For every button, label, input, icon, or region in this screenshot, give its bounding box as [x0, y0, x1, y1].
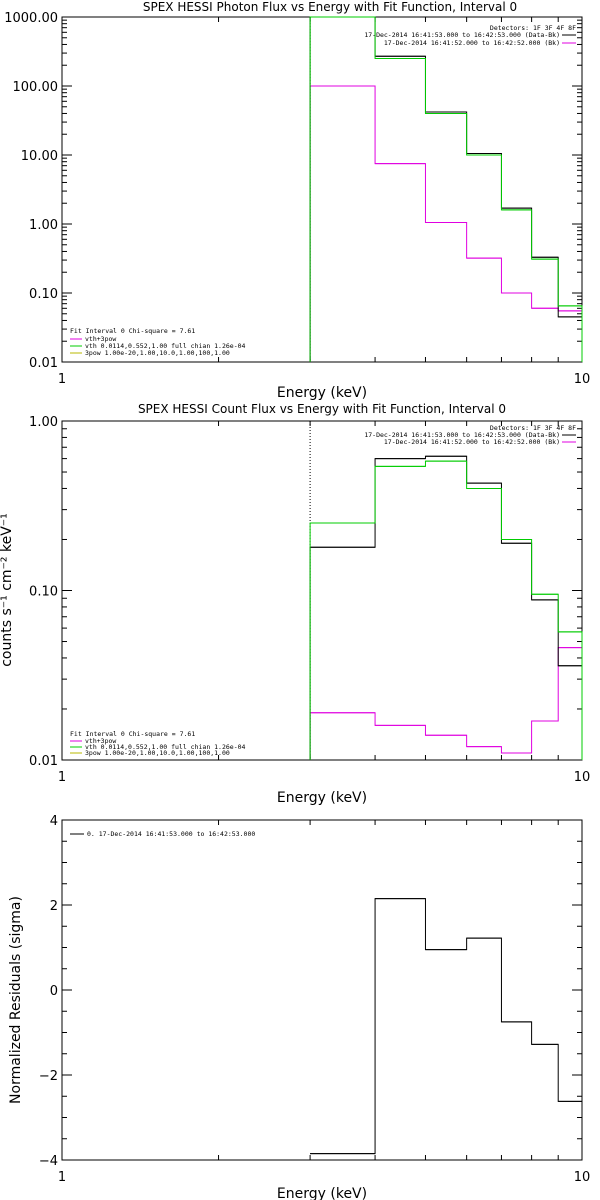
- count-flux-panel: SPEX HESSI Count Flux vs Energy with Fit…: [0, 402, 590, 806]
- residuals-ylabel: Normalized Residuals (sigma): [8, 896, 24, 1104]
- photon-flux-fit-total: vth+3pow: [85, 335, 116, 343]
- residuals-plot-frame: [61, 819, 583, 1161]
- photon-flux-xtick-10: 10: [574, 372, 591, 387]
- residuals-xtick-1: 1: [58, 1170, 66, 1185]
- photon-flux-series-17-dec-2014-16-41-52-000-to-16-42-52-000-bk: [309, 85, 583, 362]
- photon-flux-panel: SPEX HESSI Photon Flux vs Energy with Fi…: [4, 0, 590, 401]
- count-flux-series-17-dec-2014-16-41-53-000-to-16-42-53-000-data-bk: [309, 455, 583, 760]
- residuals-xtick-10: 10: [574, 1170, 591, 1185]
- photon-flux-series-vth-3pow: [309, 16, 583, 362]
- photon-flux-ytick-label: 10.00: [21, 149, 58, 164]
- photon-flux-fit-vth: vth 0.0114,0.552,1.00 full chian 1.26e-0…: [85, 342, 246, 350]
- residuals-ytick-label: −2: [39, 1069, 58, 1084]
- photon-flux-ytick-label: 1.00: [29, 218, 58, 233]
- count-flux-series-vth-3pow: [309, 460, 583, 760]
- photon-flux-series: [309, 16, 583, 362]
- photon-flux-fit-interval: Fit Interval 0 Chi-square = 7.61: [70, 327, 195, 335]
- count-flux-ytick-label: 0.10: [29, 585, 58, 600]
- count-flux-ylabel: counts s⁻¹ cm⁻² keV⁻¹: [0, 513, 15, 667]
- count-flux-legend-data: 17-Dec-2014 16:41:53.000 to 16:42:53.000…: [364, 431, 560, 439]
- photon-flux-title: SPEX HESSI Photon Flux vs Energy with Fi…: [143, 0, 517, 14]
- photon-flux-xlabel: Energy (keV): [277, 385, 367, 401]
- count-flux-fit-3pow: 3pow 1.00e-20,1.00,10.0,1.00,100,1.00: [85, 749, 230, 757]
- photon-flux-ticks: 0.01 0.10 1.00 10.00 100.00 1000.00: [4, 11, 582, 371]
- photon-flux-ytick-label: 100.00: [13, 80, 59, 95]
- residuals-series: [310, 898, 582, 1155]
- count-flux-legend-top: Detectors: 1F 3F 4F 8F 17-Dec-2014 16:41…: [364, 424, 576, 446]
- photon-flux-legend-top: Detectors: 1F 3F 4F 8F 17-Dec-2014 16:41…: [364, 24, 576, 47]
- photon-flux-legend-bk: 17-Dec-2014 16:41:52.000 to 16:42:52.000…: [384, 39, 560, 47]
- photon-flux-xtick-1: 1: [58, 372, 66, 387]
- residuals-series-0-17-dec-2014-16-41-53-000-to-16-42-53-000: [310, 898, 582, 1155]
- photon-flux-series-17-dec-2014-16-41-53-000-to-16-42-53-000-data-bk: [309, 16, 583, 362]
- count-flux-ytick-label: 1.00: [29, 415, 58, 430]
- count-flux-ytick-label: 0.01: [29, 754, 58, 769]
- residuals-ytick-label: −4: [39, 1154, 58, 1169]
- residuals-ytick-label: 0: [50, 984, 58, 999]
- count-flux-legend-bk: 17-Dec-2014 16:41:52.000 to 16:42:52.000…: [384, 438, 560, 446]
- photon-flux-legend-fit: Fit Interval 0 Chi-square = 7.61 vth+3po…: [70, 327, 246, 357]
- count-flux-title: SPEX HESSI Count Flux vs Energy with Fit…: [138, 402, 506, 416]
- count-flux-series-17-dec-2014-16-41-52-000-to-16-42-52-000-bk: [309, 647, 583, 760]
- count-flux-xlabel: Energy (keV): [277, 790, 367, 806]
- photon-flux-fit-3pow: 3pow 1.00e-20,1.00,10.0,1.00,100,1.00: [85, 349, 230, 357]
- count-flux-fit-interval: Fit Interval 0 Chi-square = 7.61: [70, 730, 195, 738]
- photon-flux-ytick-label: 0.10: [29, 287, 58, 302]
- count-flux-xtick-10: 10: [574, 770, 591, 785]
- residuals-legend-label: 0. 17-Dec-2014 16:41:53.000 to 16:42:53.…: [87, 830, 255, 838]
- residuals-xlabel: Energy (keV): [277, 1186, 367, 1200]
- count-flux-legend-detectors: Detectors: 1F 3F 4F 8F: [490, 424, 576, 432]
- photon-flux-plot-frame: [61, 16, 583, 363]
- count-flux-xtick-1: 1: [58, 770, 66, 785]
- count-flux-series: [309, 421, 583, 760]
- residuals-ytick-label: 2: [50, 899, 58, 914]
- photon-flux-legend-detectors: Detectors: 1F 3F 4F 8F: [490, 24, 576, 32]
- residuals-ticks: −4 −2 0 2 4: [39, 814, 582, 1169]
- residuals-panel: −4 −2 0 2 4 1 10 Energy (keV) Normalized Res…: [8, 814, 590, 1200]
- residuals-ytick-label: 4: [50, 814, 58, 829]
- count-flux-legend-fit: Fit Interval 0 Chi-square = 7.61 vth+3po…: [70, 730, 246, 757]
- count-flux-fit-total: vth+3pow: [85, 737, 116, 745]
- count-flux-fit-vth: vth 0.0114,0.552,1.00 full chian 1.26e-0…: [85, 743, 246, 751]
- count-flux-plot-frame: [61, 420, 583, 761]
- photon-flux-ytick-label: 0.01: [29, 356, 58, 371]
- photon-flux-legend-data: 17-Dec-2014 16:41:53.000 to 16:42:53.000…: [364, 31, 560, 39]
- photon-flux-ytick-label: 1000.00: [4, 11, 58, 26]
- count-flux-ticks: 0.01 0.10 1.00: [29, 415, 582, 769]
